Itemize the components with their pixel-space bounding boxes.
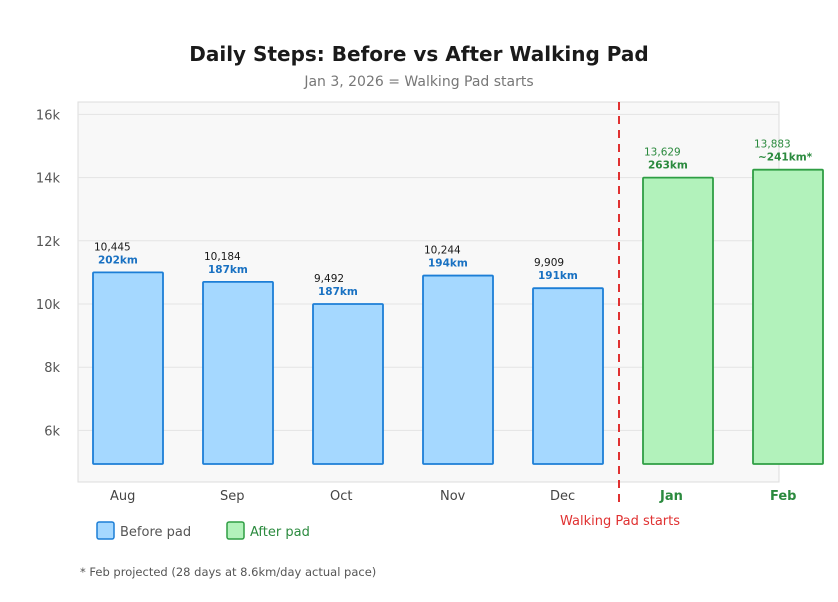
value-label-steps: 13,883: [754, 139, 791, 151]
value-label-km: 194km: [428, 258, 468, 270]
y-tick-label: 8k: [44, 361, 60, 376]
chart-title: Daily Steps: Before vs After Walking Pad: [189, 42, 649, 66]
value-label-steps: 10,184: [204, 251, 241, 263]
legend: Before pad After pad: [96, 521, 310, 540]
legend-label-before: Before pad: [120, 525, 191, 540]
x-tick-label: Nov: [440, 489, 466, 504]
divider-annotation: Walking Pad starts: [560, 514, 680, 529]
value-label-km: 191km: [538, 270, 578, 282]
bar-dec: [532, 287, 604, 465]
x-tick-label: Jan: [659, 489, 683, 504]
value-label-steps: 10,244: [424, 245, 461, 257]
x-tick-label: Aug: [110, 489, 135, 504]
x-tick-label: Sep: [220, 489, 245, 504]
footnote: * Feb projected (28 days at 8.6km/day ac…: [80, 565, 376, 579]
y-tick-label: 14k: [36, 172, 61, 187]
value-label-steps: 9,492: [314, 273, 344, 285]
value-label-km: 187km: [318, 286, 358, 298]
y-axis: 6k 8k 10k 12k 14k 16k: [36, 108, 61, 439]
value-label-km: ~241km*: [758, 152, 813, 164]
bar-jan: [642, 176, 714, 465]
value-label-steps: 9,909: [534, 257, 564, 269]
bar-nov: [422, 274, 494, 465]
x-tick-label: Oct: [330, 489, 352, 504]
chart-subtitle: Jan 3, 2026 = Walking Pad starts: [303, 74, 533, 90]
y-tick-label: 12k: [36, 235, 61, 250]
value-label-steps: 10,445: [94, 241, 131, 253]
y-tick-label: 6k: [44, 424, 60, 439]
value-label-steps: 13,629: [644, 147, 681, 159]
legend-swatch-after: [226, 521, 245, 540]
y-tick-label: 16k: [36, 108, 61, 123]
x-tick-label: Feb: [770, 489, 796, 504]
legend-swatch-before: [96, 521, 115, 540]
bar-feb: [752, 168, 824, 465]
value-label-km: 187km: [208, 264, 248, 276]
bars: [92, 168, 824, 465]
bar-sep: [202, 280, 274, 465]
y-tick-label: 10k: [36, 298, 61, 313]
value-label-km: 202km: [98, 254, 138, 266]
bar-aug: [92, 271, 164, 465]
legend-label-after: After pad: [250, 525, 310, 540]
x-tick-label: Dec: [550, 489, 575, 504]
value-label-km: 263km: [648, 160, 688, 172]
bar-oct: [312, 303, 384, 465]
x-axis: Aug Sep Oct Nov Dec Jan Feb: [110, 489, 796, 504]
